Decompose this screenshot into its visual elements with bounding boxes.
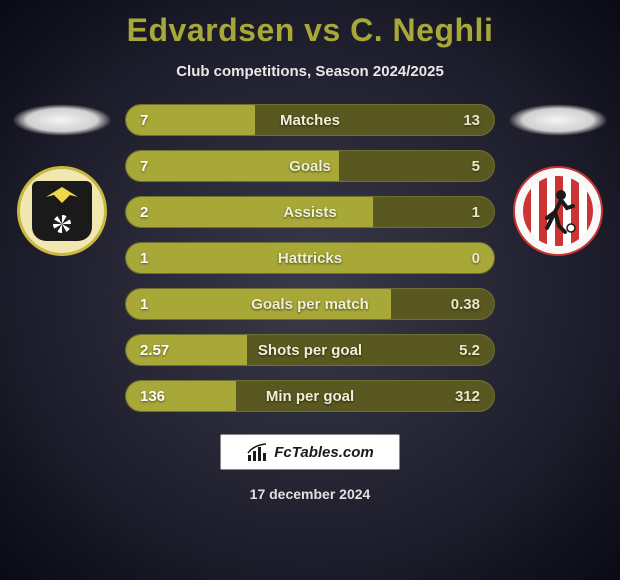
- stat-bar: 7 Goals 5: [125, 150, 495, 182]
- brand-badge[interactable]: FcTables.com: [220, 434, 400, 470]
- stat-label: Matches: [280, 112, 340, 129]
- runner-icon: [537, 188, 577, 234]
- comparison-area: 7 Matches 13 7 Goals 5 2 Assists 1 1 Hattricks 0 1 Go…: [0, 104, 620, 412]
- stat-value-left: 1: [140, 250, 148, 267]
- stat-label: Goals: [289, 158, 331, 175]
- stat-value-left: 2.57: [140, 342, 169, 359]
- brand-text: FcTables.com: [274, 444, 373, 461]
- stat-value-left: 1: [140, 296, 148, 313]
- stat-value-right: 5: [472, 158, 480, 175]
- stat-bar: 136 Min per goal 312: [125, 380, 495, 412]
- subtitle: Club competitions, Season 2024/2025: [0, 63, 620, 80]
- stat-label: Hattricks: [278, 250, 342, 267]
- player-right-silhouette: [508, 104, 608, 136]
- stat-label: Min per goal: [266, 388, 354, 405]
- stat-bars: 7 Matches 13 7 Goals 5 2 Assists 1 1 Hattricks 0 1 Go…: [125, 104, 495, 412]
- stat-value-right: 312: [455, 388, 480, 405]
- badge-stripes-icon: [523, 176, 593, 246]
- chart-icon: [246, 441, 268, 463]
- stat-value-left: 7: [140, 158, 148, 175]
- page-title: Edvardsen vs C. Neghli: [0, 0, 620, 49]
- stat-bar: 7 Matches 13: [125, 104, 495, 136]
- stat-value-right: 0: [472, 250, 480, 267]
- stat-label: Goals per match: [251, 296, 369, 313]
- stat-bar: 2 Assists 1: [125, 196, 495, 228]
- stat-value-right: 1: [472, 204, 480, 221]
- stat-value-left: 2: [140, 204, 148, 221]
- stat-value-right: 0.38: [451, 296, 480, 313]
- right-player-column: [503, 104, 613, 256]
- club-badge-right: [513, 166, 603, 256]
- date-text: 17 december 2024: [0, 486, 620, 502]
- stat-value-left: 7: [140, 112, 148, 129]
- left-player-column: [7, 104, 117, 256]
- stat-bar: 1 Goals per match 0.38: [125, 288, 495, 320]
- stat-label: Assists: [283, 204, 336, 221]
- stat-value-left: 136: [140, 388, 165, 405]
- badge-shield-icon: [32, 181, 92, 241]
- stat-bar: 1 Hattricks 0: [125, 242, 495, 274]
- stat-bar: 2.57 Shots per goal 5.2: [125, 334, 495, 366]
- club-badge-left: [17, 166, 107, 256]
- eagle-icon: [40, 185, 84, 205]
- stat-value-right: 13: [463, 112, 480, 129]
- soccer-ball-icon: [53, 215, 71, 233]
- stat-value-right: 5.2: [459, 342, 480, 359]
- stat-label: Shots per goal: [258, 342, 362, 359]
- player-left-silhouette: [12, 104, 112, 136]
